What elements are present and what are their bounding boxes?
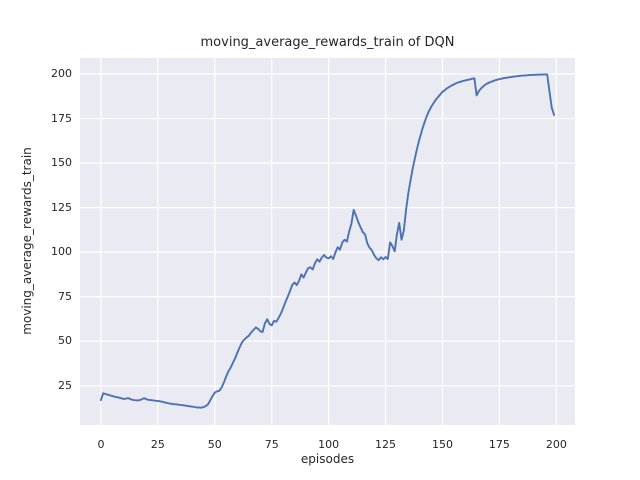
plot-area <box>80 58 575 425</box>
x-tick-label: 100 <box>318 438 340 451</box>
y-tick-label: 125 <box>51 200 72 214</box>
y-tick-label: 175 <box>51 111 72 125</box>
y-tick-label: 50 <box>58 334 72 348</box>
x-tick-label: 200 <box>545 438 567 451</box>
chart-title: moving_average_rewards_train of DQN <box>200 35 455 50</box>
x-tick-label: 0 <box>97 438 105 451</box>
y-tick-label: 150 <box>51 156 72 170</box>
x-tick-label: 150 <box>431 438 453 451</box>
x-axis-label: episodes <box>300 452 355 466</box>
y-axis-label: moving_average_rewards_train <box>20 147 34 335</box>
x-tick-label: 50 <box>207 438 222 451</box>
x-tick-label: 175 <box>488 438 510 451</box>
x-tick-label: 75 <box>264 438 279 451</box>
y-tick-label: 200 <box>51 67 72 81</box>
x-tick-label: 25 <box>150 438 165 451</box>
line-series <box>99 73 556 409</box>
y-tick-label: 100 <box>51 245 72 259</box>
y-tick-label: 25 <box>58 378 72 392</box>
x-tick-label: 125 <box>375 438 397 451</box>
y-tick-label: 75 <box>58 289 72 303</box>
